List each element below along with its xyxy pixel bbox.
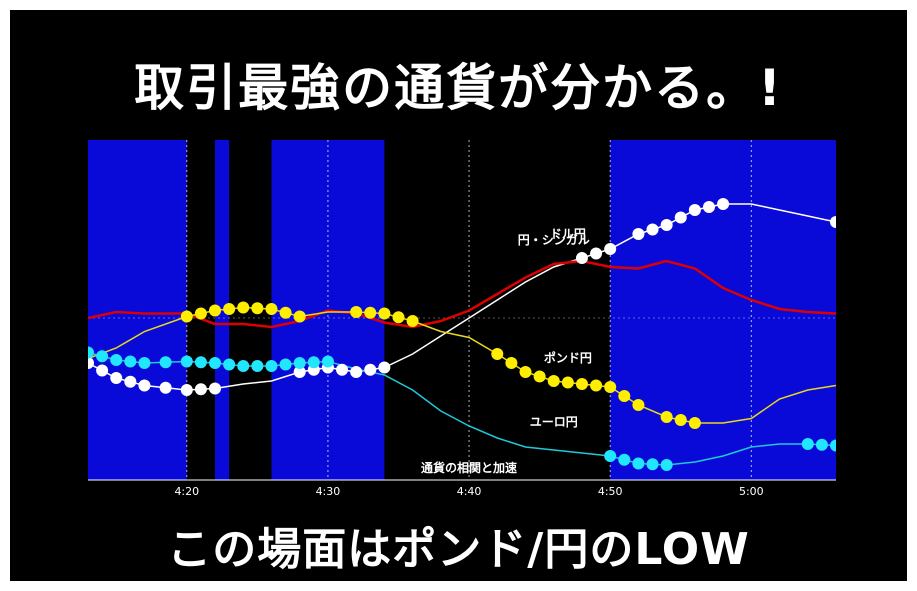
marker-0-0-0-0 [88, 357, 94, 369]
marker-2-2-16-1 [561, 376, 574, 389]
marker-2-0-6-0 [265, 303, 278, 315]
marker-0-3-19-0 [632, 228, 645, 240]
marker-2-2-17-0 [575, 378, 588, 390]
marker-2-2-15-0 [519, 366, 532, 378]
marker-2-3-20-0 [660, 411, 673, 423]
marker-3-0-5-0 [237, 360, 250, 372]
marker-0-4-26-0 [830, 216, 836, 228]
series-line-1 [88, 259, 836, 329]
x-tick-label-3: 4:50 [598, 485, 623, 498]
chart-annotation: 通貨の相関と加速 [421, 460, 517, 475]
marker-0-3-19-1 [646, 223, 659, 236]
marker-0-3-20-0 [660, 219, 673, 231]
marker-3-0-4-1 [223, 358, 236, 371]
marker-3-0-3-0 [180, 355, 193, 368]
marker-3-0-2-1 [159, 356, 172, 369]
marker-0-0-0-1 [96, 364, 109, 377]
series-label-0: ドル円 [550, 227, 586, 241]
marker-0-1-8-1 [336, 363, 349, 376]
marker-0-1-7-0 [293, 366, 306, 378]
marker-2-3-21-0 [688, 417, 701, 429]
marker-2-2-14-1 [505, 357, 518, 369]
marker-2-0-5-1 [251, 302, 264, 315]
marker-0-0-1-1 [124, 375, 137, 388]
marker-3-2-25-0 [801, 438, 814, 450]
marker-3-0-4-0 [209, 357, 222, 369]
marker-3-1-18-0 [604, 450, 617, 462]
marker-3-0-0-1 [96, 350, 109, 363]
marker-2-0-3-1 [194, 307, 207, 320]
marker-2-2-14-0 [491, 348, 504, 360]
marker-3-0-2-0 [138, 357, 151, 369]
marker-3-0-7-0 [293, 357, 306, 369]
marker-3-1-18-1 [618, 453, 631, 466]
marker-2-0-5-0 [237, 301, 250, 314]
marker-2-0-6-1 [279, 306, 292, 319]
marker-0-3-21-1 [702, 201, 715, 213]
marker-3-1-20-0 [660, 459, 673, 471]
x-tick-label-4: 5:00 [739, 485, 764, 498]
image-frame: 取引最強の通貨が分かる。! ドル円 円・シンガルポンド円ユーロ円 4:20 4:30… [10, 10, 907, 581]
marker-0-0-1-0 [110, 372, 123, 384]
marker-2-1-9-0 [350, 306, 363, 318]
headline-top: 取引最強の通貨が分かる。! [134, 59, 783, 117]
marker-2-0-4-0 [209, 304, 222, 317]
marker-3-0-5-1 [251, 360, 264, 372]
marker-3-0-8-0 [321, 355, 334, 368]
marker-0-2-17-0 [575, 252, 588, 264]
marker-2-2-18-0 [604, 381, 617, 393]
marker-3-1-19-0 [632, 457, 645, 470]
marker-3-0-7-1 [307, 356, 320, 369]
marker-2-1-10-1 [392, 311, 405, 324]
marker-0-1-9-0 [350, 366, 363, 378]
marker-2-3-20-1 [674, 414, 687, 426]
highlight-band-3 [610, 140, 836, 480]
marker-0-1-10-0 [378, 361, 391, 374]
marker-3-0-6-1 [279, 358, 292, 371]
marker-3-0-6-0 [265, 360, 278, 372]
marker-0-3-22-0 [717, 198, 730, 210]
marker-3-2-25-1 [815, 438, 828, 451]
marker-3-0-1-0 [110, 354, 123, 366]
marker-0-2-17-1 [590, 247, 603, 260]
x-tick-label-2: 4:40 [457, 485, 482, 498]
marker-2-2-18-1 [618, 390, 631, 402]
marker-2-0-7-0 [293, 310, 306, 323]
series-label-1: 円・シンガル [518, 232, 590, 247]
marker-2-1-9-1 [364, 306, 377, 319]
marker-0-0-2-1 [159, 381, 172, 394]
highlight-band-0 [88, 140, 187, 480]
marker-2-2-19-0 [632, 399, 645, 411]
marker-3-0-3-1 [194, 356, 207, 369]
marker-3-2-26-0 [830, 439, 836, 452]
x-tick-label-0: 4:20 [174, 485, 199, 498]
series-markers [88, 198, 836, 471]
series-label-2: ポンド円 [544, 350, 592, 365]
marker-2-0-3-0 [180, 310, 193, 323]
headline-bottom: この場面はポンド/円のLOW [167, 524, 750, 575]
marker-0-3-21-0 [688, 204, 701, 216]
marker-0-2-18-0 [604, 243, 617, 255]
marker-0-0-2-0 [138, 379, 151, 392]
marker-3-1-19-1 [646, 458, 659, 471]
marker-2-2-16-0 [547, 375, 560, 387]
marker-3-0-0-0 [88, 346, 94, 359]
marker-2-1-10-0 [378, 307, 391, 320]
marker-2-2-17-1 [590, 379, 603, 392]
marker-0-0-3-0 [180, 384, 193, 396]
marker-2-0-4-1 [223, 303, 236, 315]
marker-2-1-11-0 [406, 315, 419, 327]
marker-2-2-15-1 [533, 370, 546, 383]
x-tick-label-1: 4:30 [316, 485, 341, 498]
series-label-3: ユーロ円 [530, 415, 578, 429]
marker-0-3-20-1 [674, 211, 687, 224]
x-ticks: 4:20 4:30 4:40 4:50 5:00 [174, 485, 763, 498]
marker-0-1-9-1 [364, 363, 377, 376]
marker-0-0-4-0 [209, 382, 222, 395]
marker-0-0-3-1 [194, 383, 207, 396]
marker-3-0-1-1 [124, 355, 137, 368]
